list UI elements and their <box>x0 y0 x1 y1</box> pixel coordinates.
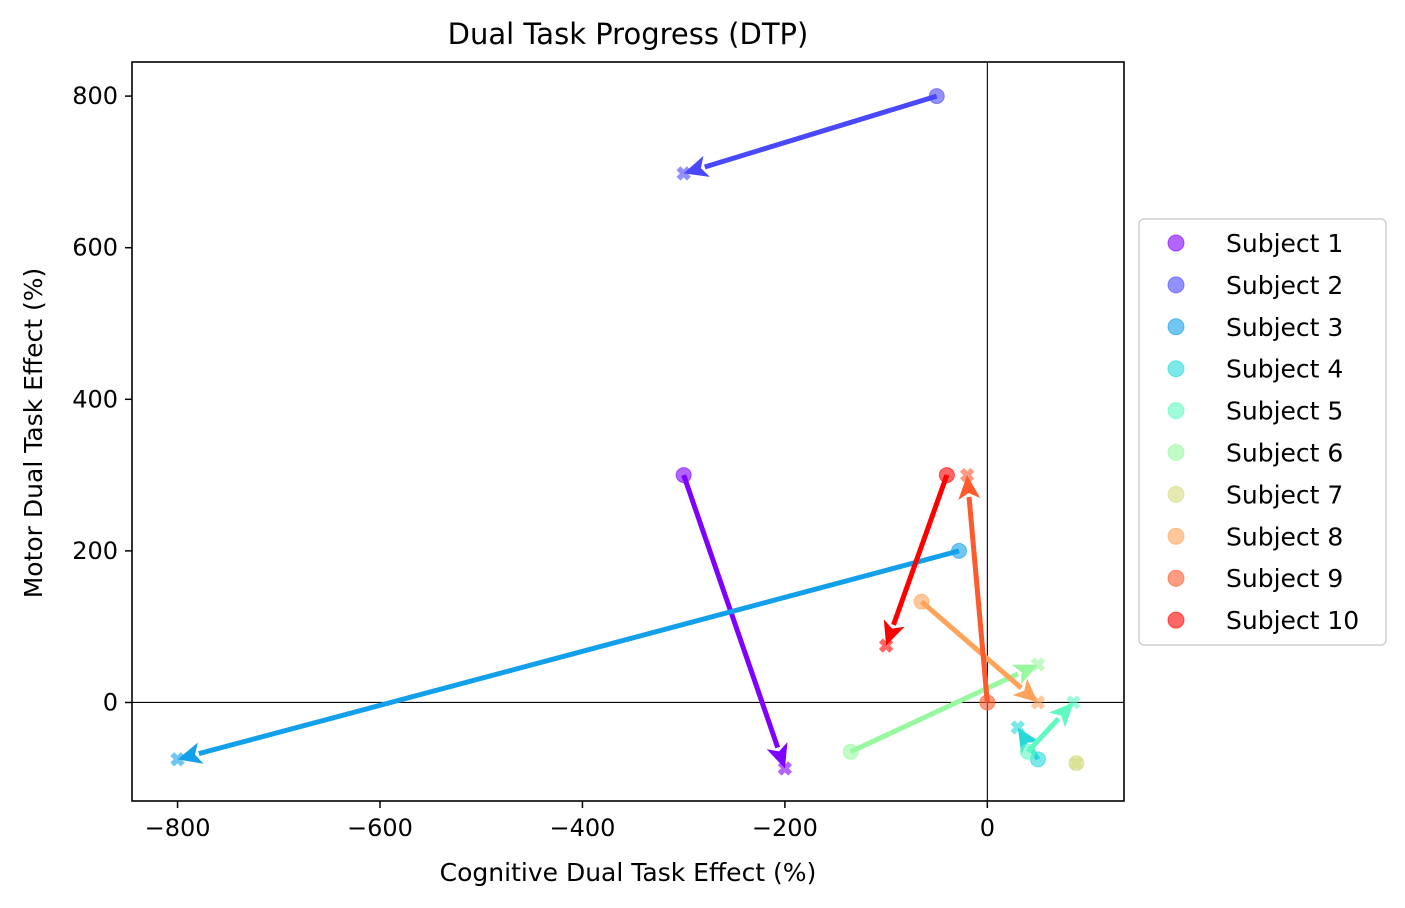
legend-swatch <box>1167 276 1185 294</box>
legend-label: Subject 2 <box>1226 271 1343 300</box>
legend-swatch <box>1167 485 1185 503</box>
legend-item: Subject 1 <box>1167 229 1343 258</box>
legend-label: Subject 4 <box>1226 355 1343 384</box>
series-arrow-shaft <box>891 474 950 626</box>
end-marker <box>959 467 975 483</box>
x-tick-label: −200 <box>752 814 818 842</box>
legend-item: Subject 8 <box>1167 522 1343 551</box>
end-marker <box>676 166 691 181</box>
y-tick-label: 400 <box>72 385 118 413</box>
start-marker <box>951 542 968 559</box>
end-marker <box>1010 720 1025 735</box>
reference-lines <box>132 62 1124 801</box>
series-arrow-shaft <box>198 548 960 757</box>
legend-item: Subject 6 <box>1167 439 1343 468</box>
legend-label: Subject 5 <box>1226 397 1343 426</box>
end-marker <box>170 752 185 767</box>
legend-item: Subject 2 <box>1167 271 1343 300</box>
legend-item: Subject 5 <box>1167 397 1343 426</box>
end-marker <box>1069 755 1084 771</box>
series-arrow-shaft <box>919 599 1023 690</box>
legend-label: Subject 8 <box>1226 522 1343 551</box>
x-tick-label: −600 <box>347 814 413 842</box>
series-markers <box>170 88 1085 776</box>
legend-label: Subject 6 <box>1226 439 1343 468</box>
series-arrow-head <box>958 475 981 500</box>
legend-label: Subject 7 <box>1226 480 1343 509</box>
series-arrow-head <box>177 742 204 764</box>
legend-item: Subject 7 <box>1167 480 1343 509</box>
y-axis-label: Motor Dual Task Effect (%) <box>19 268 48 599</box>
start-marker <box>842 743 859 760</box>
plot-area <box>132 62 1124 801</box>
series-arrows <box>177 93 1074 769</box>
start-marker <box>979 694 996 711</box>
legend-swatch <box>1167 360 1185 378</box>
legend-item: Subject 3 <box>1167 313 1343 342</box>
series-arrow-head <box>683 155 710 177</box>
series-arrow-head <box>1011 664 1038 685</box>
end-marker <box>1030 657 1046 672</box>
start-marker <box>913 593 930 610</box>
x-tick-label: 0 <box>980 814 995 842</box>
end-marker <box>1066 695 1081 710</box>
legend-swatch <box>1167 444 1185 461</box>
start-marker <box>1019 743 1036 760</box>
y-tick-label: 600 <box>72 234 118 262</box>
plot-frame <box>131 61 1125 802</box>
x-axis-label: Cognitive Dual Task Effect (%) <box>440 858 817 887</box>
y-tick-label: 200 <box>72 537 118 565</box>
legend-swatch <box>1167 611 1185 629</box>
legend-swatch <box>1167 234 1185 252</box>
chart-title: Dual Task Progress (DTP) <box>448 17 809 51</box>
legend-item: Subject 10 <box>1167 606 1359 635</box>
legend-frame <box>1138 218 1387 646</box>
y-axis-ticks: 0 200 400 600 800 <box>72 82 132 716</box>
legend-label: Subject 1 <box>1226 229 1343 258</box>
end-marker <box>878 638 894 653</box>
legend-swatch <box>1167 402 1185 420</box>
start-marker <box>928 88 945 105</box>
y-tick-label: 0 <box>103 688 118 716</box>
series-arrow-shaft <box>849 671 1020 754</box>
legend-item: Subject 9 <box>1167 564 1343 593</box>
start-marker <box>675 467 692 484</box>
end-marker <box>777 761 793 776</box>
legend-item: Subject 4 <box>1167 355 1343 384</box>
x-tick-label: −800 <box>145 814 211 842</box>
start-marker <box>938 467 955 484</box>
series-arrow-shaft <box>966 496 990 703</box>
legend-swatch <box>1167 527 1185 545</box>
end-marker <box>1030 695 1046 710</box>
legend-label: Subject 3 <box>1226 313 1343 342</box>
series-arrow-head <box>1012 678 1038 703</box>
legend-label: Subject 10 <box>1226 606 1359 635</box>
legend-swatch <box>1167 569 1185 587</box>
x-tick-label: −400 <box>549 814 615 842</box>
legend-swatch <box>1167 318 1185 336</box>
series-arrow-head <box>766 742 788 769</box>
legend: Subject 1 Subject 2 Subject 3 Subject 4 Subj… <box>1138 218 1387 646</box>
legend-label: Subject 9 <box>1226 564 1343 593</box>
series-arrow-shaft <box>703 93 938 170</box>
x-axis-ticks: −800 −600 −400 −200 0 <box>145 801 995 842</box>
series-arrow-head <box>1049 702 1074 728</box>
y-tick-label: 800 <box>72 82 118 110</box>
